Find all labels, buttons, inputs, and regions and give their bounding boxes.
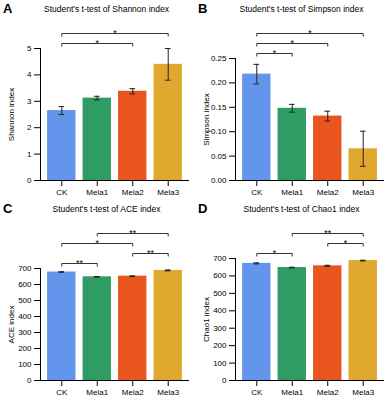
svg-text:**: ** (147, 248, 155, 258)
html-text:A: A (3, 1, 13, 16)
svg-text:300: 300 (213, 324, 227, 333)
svg-text:3: 3 (27, 97, 32, 106)
svg-text:200: 200 (213, 341, 227, 350)
svg-text:**: ** (76, 258, 84, 268)
svg-text:4: 4 (27, 70, 32, 79)
html-text:Student's t-test of ACE index: Student's t-test of ACE index (52, 204, 161, 214)
svg-text:Mela3: Mela3 (352, 388, 374, 397)
svg-text:Shannon index: Shannon index (7, 88, 16, 141)
html-text:Student's t-test of Chao1 inde: Student's t-test of Chao1 index (243, 204, 360, 214)
svg-text:ACE index: ACE index (7, 306, 16, 344)
svg-text:700: 700 (18, 264, 32, 273)
svg-text:Mela3: Mela3 (157, 388, 179, 397)
svg-text:0: 0 (222, 376, 227, 385)
svg-text:*: * (291, 38, 295, 48)
html-text:D: D (198, 201, 208, 216)
svg-text:*: * (113, 28, 117, 38)
svg-text:100: 100 (213, 359, 227, 368)
html-text:Student's t-test of Shannon in: Student's t-test of Shannon index (44, 4, 169, 14)
svg-text:0.20: 0.20 (211, 78, 227, 87)
svg-text:0: 0 (27, 376, 32, 385)
svg-text:0: 0 (27, 176, 32, 185)
svg-text:**: ** (129, 228, 137, 238)
svg-text:400: 400 (213, 306, 227, 315)
svg-text:*: * (308, 28, 312, 38)
svg-text:*: * (344, 238, 348, 248)
svg-text:Mela2: Mela2 (317, 388, 339, 397)
svg-text:*: * (96, 38, 100, 48)
svg-text:1: 1 (27, 150, 32, 159)
svg-text:700: 700 (213, 254, 227, 263)
html-text:C: C (3, 201, 13, 216)
svg-text:5: 5 (27, 44, 32, 53)
svg-text:Mela2: Mela2 (122, 388, 144, 397)
svg-text:Mela1: Mela1 (281, 188, 303, 197)
svg-text:200: 200 (18, 344, 32, 353)
svg-text:Mela2: Mela2 (317, 188, 339, 197)
svg-text:Mela3: Mela3 (352, 188, 374, 197)
svg-text:Simpson index: Simpson index (202, 93, 211, 145)
svg-text:100: 100 (18, 360, 32, 369)
svg-text:Mela1: Mela1 (86, 388, 108, 397)
svg-text:600: 600 (213, 271, 227, 280)
svg-text:CK: CK (251, 388, 263, 397)
svg-text:**: ** (324, 228, 332, 238)
svg-text:0.25: 0.25 (211, 54, 227, 63)
svg-text:*: * (96, 238, 100, 248)
svg-text:0.00: 0.00 (211, 176, 227, 185)
svg-text:CK: CK (56, 388, 68, 397)
svg-text:0.05: 0.05 (211, 152, 227, 161)
svg-text:Mela3: Mela3 (157, 188, 179, 197)
svg-text:0.10: 0.10 (211, 127, 227, 136)
svg-text:*: * (273, 248, 277, 258)
svg-text:*: * (273, 48, 277, 58)
svg-text:Mela1: Mela1 (86, 188, 108, 197)
svg-text:400: 400 (18, 312, 32, 321)
html-text:Student's t-test of Simpson in: Student's t-test of Simpson index (239, 4, 364, 14)
svg-text:300: 300 (18, 328, 32, 337)
svg-text:CK: CK (251, 188, 263, 197)
svg-text:Chao1 index: Chao1 index (202, 297, 211, 342)
svg-text:0.15: 0.15 (211, 103, 227, 112)
svg-text:2: 2 (27, 123, 32, 132)
svg-text:500: 500 (213, 289, 227, 298)
svg-text:Mela1: Mela1 (281, 388, 303, 397)
svg-text:CK: CK (56, 188, 68, 197)
html-text:B: B (198, 1, 208, 16)
svg-text:600: 600 (18, 280, 32, 289)
svg-text:500: 500 (18, 296, 32, 305)
svg-text:Mela2: Mela2 (122, 188, 144, 197)
